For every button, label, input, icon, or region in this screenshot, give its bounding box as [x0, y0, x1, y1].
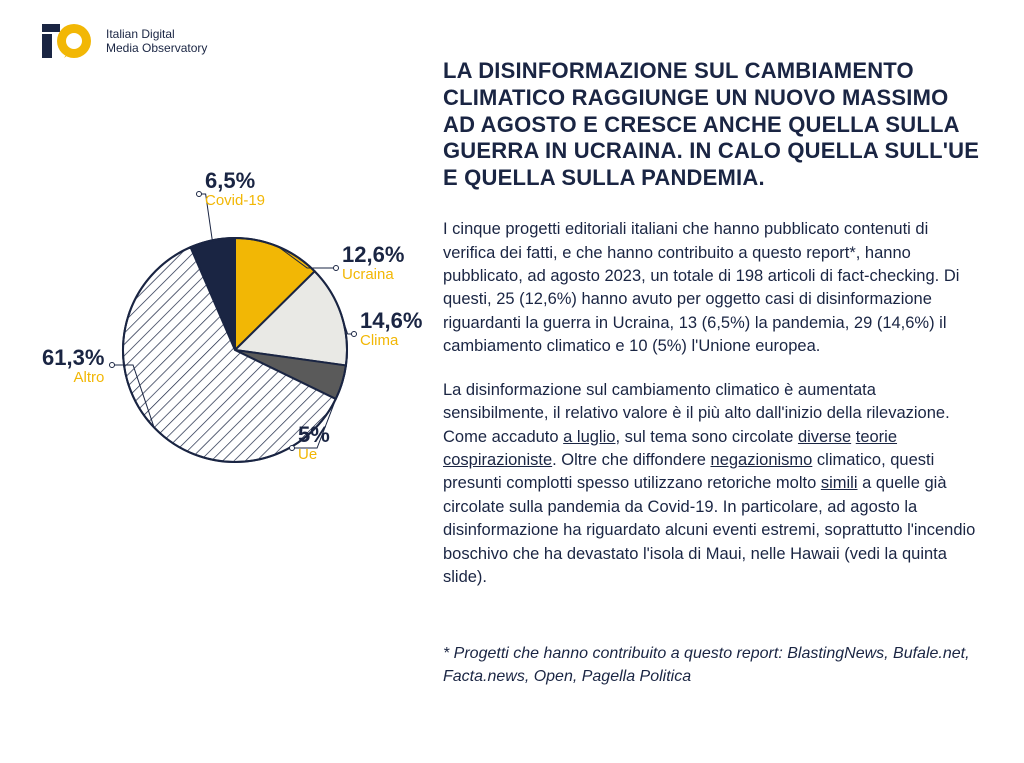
- callout-cat: Altro: [42, 369, 104, 386]
- callout-clima: 14,6%Clima: [360, 308, 422, 350]
- link-simili[interactable]: simili: [821, 474, 858, 492]
- footnote: * Progetti che hanno contribuito a quest…: [443, 643, 983, 688]
- logo: Italian Digital Media Observatory: [42, 22, 207, 60]
- pie-chart-area: 6,5%Covid-19 12,6%Ucraina 14,6%Clima 5%Ue 61…: [30, 150, 430, 550]
- callout-pct: 6,5%: [205, 168, 265, 193]
- callout-pct: 12,6%: [342, 242, 404, 267]
- callout-cat: Covid-19: [205, 192, 265, 209]
- link-cospirazioniste[interactable]: cospirazioniste: [443, 451, 552, 469]
- callout-covid-19: 6,5%Covid-19: [205, 168, 265, 210]
- callout-pct: 5%: [298, 422, 330, 447]
- logo-line2: Media Observatory: [106, 41, 207, 55]
- logo-line1: Italian Digital: [106, 27, 175, 41]
- callout-ue: 5%Ue: [298, 422, 330, 464]
- link-teorie[interactable]: teorie: [856, 428, 897, 446]
- callout-altro: 61,3%Altro: [42, 345, 104, 387]
- paragraph-1: I cinque progetti editoriali italiani ch…: [443, 218, 983, 359]
- logo-text: Italian Digital Media Observatory: [106, 27, 207, 56]
- callout-pct: 61,3%: [42, 345, 104, 370]
- callout-pct: 14,6%: [360, 308, 422, 333]
- callout-cat: Clima: [360, 332, 422, 349]
- callout-ucraina: 12,6%Ucraina: [342, 242, 404, 284]
- link-luglio[interactable]: a luglio: [563, 428, 615, 446]
- logo-mark: [42, 22, 96, 60]
- content-column: La disinformazione sul cambiamento clima…: [443, 58, 983, 688]
- paragraph-2: La disinformazione sul cambiamento clima…: [443, 379, 983, 590]
- headline: La disinformazione sul cambiamento clima…: [443, 58, 983, 192]
- callout-cat: Ucraina: [342, 266, 404, 283]
- link-negazionismo[interactable]: negazionismo: [711, 451, 813, 469]
- callout-cat: Ue: [298, 446, 330, 463]
- link-diverse[interactable]: diverse: [798, 428, 851, 446]
